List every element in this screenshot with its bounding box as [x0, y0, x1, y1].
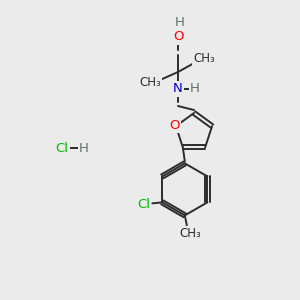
Text: O: O	[173, 31, 183, 44]
Text: Cl: Cl	[137, 198, 150, 211]
Text: H: H	[175, 16, 185, 28]
Text: Cl: Cl	[56, 142, 68, 154]
Text: H: H	[79, 142, 89, 154]
Text: H: H	[190, 82, 200, 95]
Text: N: N	[173, 82, 183, 95]
Text: CH₃: CH₃	[139, 76, 161, 88]
Text: CH₃: CH₃	[179, 227, 201, 240]
Text: CH₃: CH₃	[193, 52, 215, 65]
Text: O: O	[170, 118, 180, 132]
